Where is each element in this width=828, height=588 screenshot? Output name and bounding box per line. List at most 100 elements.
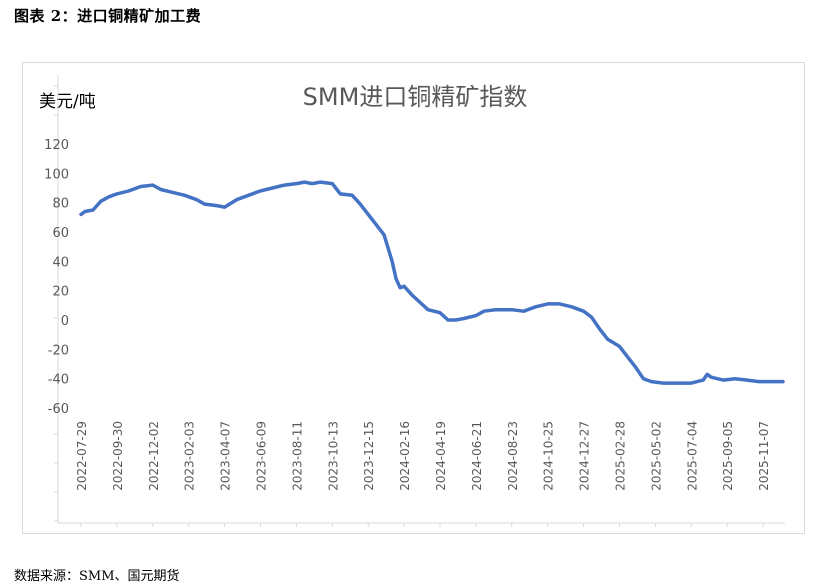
data-point bbox=[522, 310, 525, 313]
y-axis-unit: 美元/吨 bbox=[39, 92, 96, 112]
x-tick-label: 2024-12-27 bbox=[578, 421, 592, 491]
x-tick-label: 2024-02-16 bbox=[398, 421, 412, 491]
data-point bbox=[271, 186, 274, 190]
data-point bbox=[570, 305, 573, 308]
data-point bbox=[139, 185, 142, 188]
y-axis: -60 -40 -20 0 20 40 60 80 100 120 bbox=[44, 75, 69, 523]
data-point bbox=[319, 180, 322, 184]
data-point bbox=[115, 192, 119, 196]
data-point bbox=[283, 183, 286, 187]
x-tick-label: 2024-10-25 bbox=[542, 421, 556, 491]
data-point bbox=[446, 318, 450, 322]
data-point bbox=[733, 377, 737, 380]
chart-container: SMM进口铜精矿指数 美元/吨 -60 -40 -20 0 20 40 60 80 100 120… bbox=[22, 62, 805, 534]
y-tick-label: -60 bbox=[48, 402, 69, 417]
y-tick-label: 60 bbox=[52, 226, 69, 241]
data-point bbox=[606, 337, 609, 341]
series-line bbox=[79, 180, 785, 385]
x-tick-label: 2024-08-23 bbox=[506, 421, 520, 491]
data-point bbox=[375, 223, 378, 226]
data-point bbox=[702, 378, 705, 382]
data-point bbox=[781, 380, 785, 383]
data-point bbox=[765, 380, 769, 383]
data-point bbox=[670, 381, 673, 385]
y-tick-label: 40 bbox=[52, 255, 69, 270]
x-tick-label: 2022-12-02 bbox=[147, 421, 161, 491]
data-point bbox=[402, 285, 406, 288]
data-point bbox=[359, 202, 362, 206]
data-point bbox=[107, 195, 111, 198]
x-tick-label: 2022-07-29 bbox=[75, 421, 89, 491]
y-tick-label: 0 bbox=[61, 314, 69, 329]
data-point bbox=[99, 200, 103, 203]
data-point bbox=[690, 381, 693, 385]
data-point bbox=[642, 377, 645, 380]
data-point bbox=[235, 198, 238, 201]
data-point bbox=[83, 210, 87, 213]
data-point bbox=[710, 376, 713, 379]
line-chart: SMM进口铜精矿指数 美元/吨 -60 -40 -20 0 20 40 60 80 100 120… bbox=[39, 75, 785, 527]
x-tick-label: 2025-05-02 bbox=[649, 421, 663, 491]
data-point bbox=[590, 315, 593, 319]
x-tick-label: 2025-02-28 bbox=[613, 421, 627, 491]
x-tick-label: 2023-02-03 bbox=[183, 421, 197, 491]
chart-title: SMM进口铜精矿指数 bbox=[303, 83, 528, 111]
x-tick-label: 2023-08-11 bbox=[290, 421, 304, 491]
data-point bbox=[195, 198, 198, 201]
data-point bbox=[410, 293, 414, 297]
data-point bbox=[546, 302, 549, 306]
x-axis: 2022-07-29 2022-09-30 2022-12-02 2023-02-03… bbox=[58, 421, 785, 527]
data-point bbox=[634, 365, 637, 369]
data-point bbox=[351, 194, 354, 197]
data-point bbox=[462, 317, 466, 320]
data-point bbox=[438, 311, 442, 314]
data-point bbox=[482, 310, 486, 313]
data-point bbox=[311, 182, 314, 185]
data-point bbox=[303, 180, 306, 184]
plot-area bbox=[79, 180, 785, 385]
data-point bbox=[183, 194, 186, 197]
data-point bbox=[558, 302, 561, 306]
data-point bbox=[426, 308, 430, 311]
x-tick-label: 2025-11-07 bbox=[757, 421, 771, 491]
x-tick-label: 2023-10-13 bbox=[326, 421, 340, 491]
data-point bbox=[151, 183, 154, 187]
y-tick-label: 100 bbox=[44, 167, 69, 182]
data-point bbox=[91, 208, 95, 212]
data-point bbox=[618, 345, 621, 348]
data-point bbox=[382, 233, 386, 237]
data-point bbox=[79, 213, 83, 216]
data-point bbox=[331, 182, 334, 185]
data-point bbox=[534, 305, 537, 308]
data-point bbox=[295, 182, 298, 185]
x-tick-label: 2022-09-30 bbox=[111, 421, 125, 491]
y-tick-label: 20 bbox=[52, 285, 69, 300]
data-point bbox=[418, 301, 422, 304]
data-point bbox=[247, 194, 250, 197]
data-point bbox=[510, 308, 513, 311]
data-point bbox=[259, 189, 262, 193]
data-point bbox=[722, 378, 725, 382]
data-point bbox=[662, 381, 665, 385]
y-tick-label: 120 bbox=[44, 138, 69, 153]
data-point bbox=[339, 192, 342, 196]
data-point bbox=[745, 378, 749, 382]
data-point bbox=[367, 213, 370, 216]
y-tick-label: -40 bbox=[48, 373, 69, 388]
source-note: 数据来源：SMM、国元期货 bbox=[14, 569, 180, 584]
x-tick-label: 2025-09-05 bbox=[721, 421, 735, 491]
x-tick-label: 2025-07-04 bbox=[685, 421, 699, 491]
data-point bbox=[394, 277, 398, 281]
data-point bbox=[127, 189, 131, 193]
data-point bbox=[582, 310, 585, 313]
data-point bbox=[650, 380, 653, 383]
data-point bbox=[706, 373, 709, 376]
x-tick-label: 2023-04-07 bbox=[219, 421, 233, 491]
data-point bbox=[454, 318, 458, 322]
y-tick-label: 80 bbox=[52, 197, 69, 212]
data-point bbox=[757, 380, 761, 383]
x-tick-label: 2024-06-21 bbox=[470, 421, 484, 491]
data-point bbox=[398, 286, 402, 289]
data-point bbox=[626, 355, 629, 358]
data-point bbox=[598, 327, 601, 330]
